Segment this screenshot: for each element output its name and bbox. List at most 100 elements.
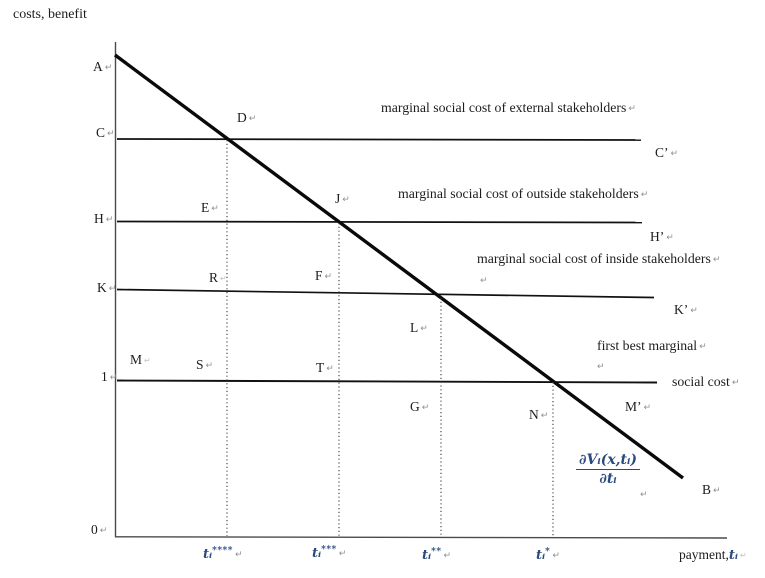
annotation-inside-stakeholders: marginal social cost of inside stakehold… bbox=[477, 251, 720, 266]
return-mark: ↵ bbox=[740, 551, 747, 560]
point-label-K: K ↵ bbox=[97, 280, 117, 296]
point-label-S: S ↵ bbox=[196, 357, 214, 373]
label-text: K bbox=[97, 280, 107, 295]
return-mark: ↵ bbox=[108, 284, 117, 294]
annotation-external-stakeholders: marginal social cost of external stakeho… bbox=[381, 100, 636, 115]
point-label-M-prime: M’ ↵ bbox=[625, 399, 652, 415]
label-text: F bbox=[315, 268, 323, 283]
point-label-0: 0 ↵ bbox=[91, 522, 108, 538]
return-mark: ↵ bbox=[211, 204, 219, 214]
label-text: N bbox=[529, 407, 539, 422]
tick-base: tᵢ bbox=[203, 547, 213, 562]
x-axis bbox=[114, 536, 728, 539]
point-label-M: M ↵ bbox=[130, 352, 151, 368]
label-text: J bbox=[335, 191, 341, 206]
label-text: C’ bbox=[655, 145, 669, 160]
return-mark: ↵ bbox=[421, 403, 430, 413]
marginal-benefit-formula: ∂Vᵢ(x,tᵢ) ∂tᵢ bbox=[576, 452, 640, 487]
line-external-cost-CC bbox=[116, 138, 642, 141]
line-marginal-benefit-AB bbox=[113, 53, 685, 480]
y-axis-title-text: costs, benefit bbox=[13, 7, 87, 22]
label-text: C bbox=[96, 125, 106, 140]
label-text: K’ bbox=[674, 302, 689, 317]
return-mark: ↵ bbox=[690, 306, 698, 316]
stray-return-mark: ↵ bbox=[597, 362, 605, 372]
return-mark: ↵ bbox=[99, 526, 108, 536]
tick-base: tᵢ bbox=[536, 548, 546, 563]
label-text: M bbox=[130, 352, 143, 367]
label-text: G bbox=[410, 399, 420, 414]
point-label-H: H ↵ bbox=[94, 211, 114, 227]
return-mark: ↵ bbox=[699, 342, 707, 352]
x-axis-title-math: tᵢ bbox=[728, 548, 738, 563]
point-label-R: R ↵ bbox=[209, 270, 227, 286]
return-mark: ↵ bbox=[540, 411, 549, 421]
line-first-best-cost-MM bbox=[116, 379, 658, 384]
return-mark: ↵ bbox=[107, 129, 115, 139]
x-axis-title-text: payment, bbox=[679, 547, 729, 562]
y-axis-title: costs, benefit bbox=[13, 7, 87, 22]
point-label-D: D ↵ bbox=[237, 110, 257, 126]
x-tick-t4: tᵢ**** ↵ bbox=[203, 546, 243, 562]
return-mark: ↵ bbox=[712, 255, 721, 265]
label-text: H’ bbox=[650, 229, 665, 244]
stray-return-mark: ↵ bbox=[480, 276, 488, 286]
annotation-first-best-line1: first best marginal ↵ bbox=[597, 338, 707, 353]
formula-return-mark: ↵ bbox=[640, 490, 648, 500]
return-mark: ↵ bbox=[324, 272, 333, 282]
label-text: T bbox=[316, 360, 325, 375]
label-text: M’ bbox=[625, 399, 642, 414]
label-text: B bbox=[702, 482, 712, 497]
label-text: H bbox=[94, 211, 104, 226]
return-mark: ↵ bbox=[731, 378, 740, 388]
label-text: D bbox=[237, 110, 247, 125]
label-text: S bbox=[196, 357, 204, 372]
return-mark: ↵ bbox=[713, 486, 721, 496]
return-mark: ↵ bbox=[109, 373, 118, 383]
label-text: A bbox=[93, 59, 103, 74]
return-mark: ↵ bbox=[643, 403, 652, 413]
point-label-L: L ↵ bbox=[410, 320, 428, 336]
return-mark: ↵ bbox=[443, 551, 452, 561]
return-mark: ↵ bbox=[144, 356, 151, 365]
tick-stars: **** bbox=[212, 546, 233, 556]
point-label-B: B ↵ bbox=[702, 482, 721, 498]
line-inside-cost-KK bbox=[116, 288, 655, 299]
line-outside-cost-HH bbox=[116, 220, 643, 224]
tick-base: tᵢ bbox=[312, 546, 322, 561]
x-tick-t1: tᵢ* ↵ bbox=[536, 547, 560, 563]
tick-stars: *** bbox=[321, 545, 337, 555]
point-label-E: E ↵ bbox=[201, 200, 219, 216]
label-text: E bbox=[201, 200, 210, 215]
return-mark: ↵ bbox=[552, 551, 560, 561]
tick-stars: * bbox=[545, 547, 551, 557]
formula-numerator: ∂Vᵢ(x,tᵢ) bbox=[576, 452, 640, 470]
tick-base: tᵢ bbox=[422, 548, 432, 563]
return-mark: ↵ bbox=[105, 215, 114, 225]
return-mark: ↵ bbox=[205, 361, 214, 371]
label-text: R bbox=[209, 270, 219, 285]
point-label-J: J ↵ bbox=[335, 191, 350, 207]
return-mark: ↵ bbox=[640, 190, 649, 200]
x-axis-title: payment,tᵢ ↵ bbox=[679, 547, 747, 563]
point-label-N: N ↵ bbox=[529, 407, 549, 423]
tick-stars: ** bbox=[431, 547, 442, 557]
point-label-A: A ↵ bbox=[93, 59, 112, 75]
return-mark: ↵ bbox=[326, 364, 334, 374]
return-mark: ↵ bbox=[338, 549, 347, 559]
return-mark: ↵ bbox=[220, 274, 227, 283]
return-mark: ↵ bbox=[248, 114, 257, 124]
label-text: 0 bbox=[91, 522, 98, 537]
annotation-text: marginal social cost of outside stakehol… bbox=[398, 186, 639, 201]
return-mark: ↵ bbox=[628, 104, 636, 114]
annotation-outside-stakeholders: marginal social cost of outside stakehol… bbox=[398, 186, 648, 201]
point-label-C-prime: C’ ↵ bbox=[655, 145, 678, 161]
x-tick-t2: tᵢ** ↵ bbox=[422, 547, 451, 563]
point-label-G: G ↵ bbox=[410, 399, 430, 415]
point-label-1: 1 ↵ bbox=[101, 369, 118, 385]
annotation-text: marginal social cost of external stakeho… bbox=[381, 100, 627, 115]
return-mark: ↵ bbox=[234, 550, 243, 560]
return-mark: ↵ bbox=[342, 195, 350, 205]
